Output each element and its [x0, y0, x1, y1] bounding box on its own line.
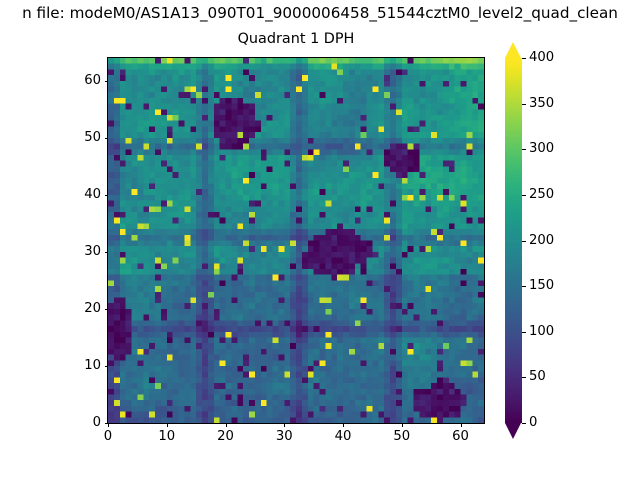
colorbar-tick-mark	[522, 377, 526, 379]
colorbar-tick-mark	[522, 149, 526, 151]
y-tick-mark	[104, 308, 108, 310]
x-tick-label: 0	[103, 429, 113, 444]
x-tick-label: 30	[275, 429, 293, 444]
colorbar-tick-label: 350	[529, 95, 555, 111]
colorbar-tick-label: 50	[529, 369, 546, 385]
x-tick-label: 10	[158, 429, 176, 444]
colorbar	[505, 42, 522, 439]
x-tick-mark	[343, 423, 344, 427]
y-tick-mark	[104, 423, 108, 424]
colorbar-tick-mark	[522, 423, 526, 424]
colorbar-tick-label: 150	[529, 278, 555, 294]
x-tick-label: 60	[452, 429, 469, 444]
x-tick-label: 50	[393, 429, 411, 444]
x-tick-mark	[225, 423, 227, 427]
colorbar-tick-mark	[522, 194, 526, 196]
colorbar-tick-mark	[522, 240, 526, 242]
x-tick-mark	[284, 423, 286, 427]
y-tick-mark	[104, 137, 108, 139]
heatmap-image	[108, 58, 484, 423]
heatmap-axes	[107, 57, 485, 424]
colorbar-tick-label: 200	[529, 232, 555, 248]
y-tick-label: 0	[92, 415, 101, 430]
y-tick-label: 60	[84, 72, 101, 88]
colorbar-tick-label: 300	[529, 141, 555, 157]
y-tick-label: 10	[84, 357, 101, 373]
y-tick-mark	[104, 365, 108, 367]
colorbar-tick-label: 100	[529, 323, 555, 339]
y-tick-mark	[104, 251, 108, 253]
x-tick-label: 20	[217, 429, 234, 444]
figure-suptitle: n file: modeM0/AS1A13_090T01_9000006458_…	[22, 4, 618, 22]
y-tick-mark	[104, 80, 108, 82]
x-tick-mark	[166, 423, 168, 427]
y-tick-label: 30	[84, 243, 101, 259]
x-tick-label: 40	[334, 429, 352, 444]
colorbar-tick-label: 0	[529, 415, 538, 430]
colorbar-extend-top-arrow	[505, 42, 521, 58]
y-tick-label: 20	[84, 300, 101, 316]
x-tick-mark	[108, 423, 109, 427]
y-tick-label: 50	[84, 129, 101, 145]
x-tick-mark	[401, 423, 403, 427]
colorbar-tick-label: 250	[529, 186, 555, 202]
colorbar-tick-label: 400	[529, 50, 555, 65]
colorbar-extend-bottom-arrow	[505, 423, 521, 439]
colorbar-gradient	[505, 58, 522, 423]
y-tick-label: 40	[84, 186, 101, 202]
y-tick-mark	[104, 194, 108, 196]
colorbar-tick-mark	[522, 58, 526, 59]
x-tick-mark	[460, 423, 462, 427]
axes-title: Quadrant 1 DPH	[237, 31, 355, 47]
colorbar-tick-mark	[522, 331, 526, 333]
colorbar-tick-mark	[522, 103, 526, 105]
colorbar-tick-mark	[522, 286, 526, 288]
